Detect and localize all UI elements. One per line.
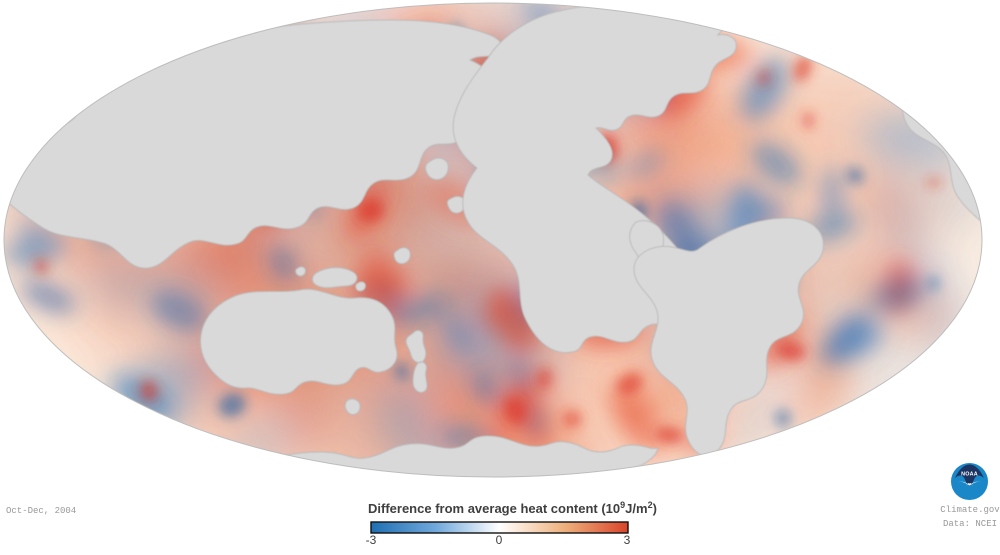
svg-text:NOAA: NOAA	[961, 471, 978, 477]
svg-text:0: 0	[496, 533, 503, 547]
svg-text:3: 3	[624, 533, 631, 547]
svg-text:-3: -3	[366, 533, 377, 547]
svg-text:Difference from average heat c: Difference from average heat content (10…	[368, 500, 657, 516]
